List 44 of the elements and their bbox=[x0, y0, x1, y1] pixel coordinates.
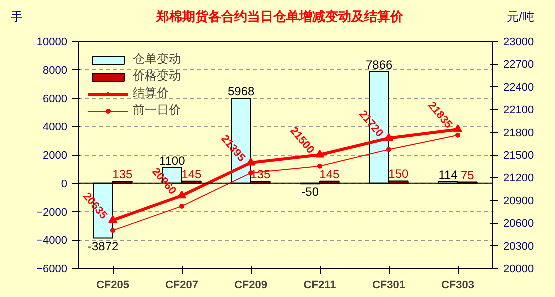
data-label: -3872 bbox=[88, 239, 120, 254]
data-label: 150 bbox=[388, 167, 409, 182]
y2-tick-label: 21500 bbox=[504, 150, 534, 162]
x-tick-label: CF209 bbox=[234, 280, 268, 292]
x-tick-label: CF205 bbox=[96, 280, 130, 292]
y2-tick-label: 22400 bbox=[504, 82, 534, 94]
data-label: 114 bbox=[438, 168, 458, 182]
x-tick-label: CF301 bbox=[372, 280, 406, 292]
x-tick-label: CF207 bbox=[165, 280, 199, 292]
y2-tick-label: 20000 bbox=[504, 264, 534, 276]
legend-label: 前一日价 bbox=[133, 102, 181, 119]
y-axis-title: 手 bbox=[11, 9, 23, 26]
data-label: -50 bbox=[302, 185, 320, 200]
y-tick-label: 6000 bbox=[43, 93, 68, 106]
data-label: 7866 bbox=[366, 58, 394, 72]
y2-tick-label: 20300 bbox=[504, 240, 534, 253]
legend-label: 仓单变动 bbox=[133, 51, 181, 68]
y2-tick-label: 21800 bbox=[504, 127, 534, 140]
y2-tick-label: 22100 bbox=[504, 104, 534, 117]
data-label: 5968 bbox=[228, 84, 256, 99]
data-label: 145 bbox=[320, 167, 340, 182]
x-tick-label: CF303 bbox=[441, 280, 475, 292]
y2-axis-title: 元/吨 bbox=[507, 9, 534, 26]
data-label: 145 bbox=[182, 167, 202, 182]
y-tick-label: 8000 bbox=[43, 64, 68, 77]
y-tick-label: 4000 bbox=[43, 122, 68, 134]
y-tick-label: −2000 bbox=[36, 206, 68, 219]
chart-title: 郑棉期货各合约当日仓单增减变动及结算价 bbox=[156, 8, 404, 26]
legend-label: 结算价 bbox=[133, 85, 169, 102]
y-tick-label: −4000 bbox=[36, 235, 68, 248]
y2-tick-label: 23000 bbox=[504, 36, 534, 48]
data-label: 135 bbox=[112, 167, 133, 182]
y2-tick-label: 20900 bbox=[504, 195, 534, 208]
y-tick-label: 10000 bbox=[36, 36, 68, 48]
y-tick-label: −6000 bbox=[36, 264, 68, 276]
x-tick-label: CF211 bbox=[304, 280, 336, 292]
y-tick-label: 2000 bbox=[43, 150, 68, 162]
y-tick-label: 0 bbox=[61, 178, 68, 190]
y2-tick-label: 21200 bbox=[504, 172, 534, 185]
data-label: 75 bbox=[460, 168, 475, 182]
y2-tick-label: 20600 bbox=[504, 218, 534, 230]
y2-tick-label: 22700 bbox=[504, 59, 534, 72]
legend-label: 价格变动 bbox=[133, 68, 181, 85]
data-label: 1100 bbox=[159, 154, 186, 168]
